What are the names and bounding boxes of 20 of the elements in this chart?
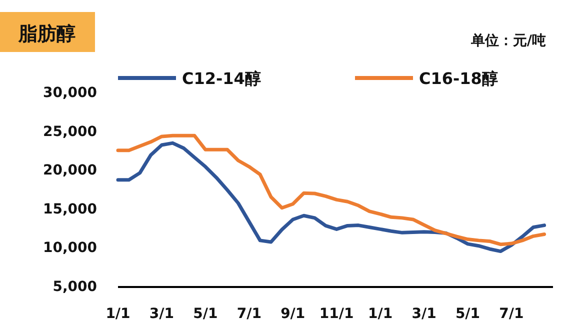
x-tick-label: 7/1 — [236, 306, 262, 322]
legend-label: C12-14醇 — [182, 69, 261, 88]
chart-title: 脂肪醇 — [18, 23, 76, 45]
x-tick-label: 1/1 — [106, 306, 130, 322]
x-tick-label: 3/1 — [149, 306, 174, 322]
y-tick-label: 10,000 — [42, 240, 98, 256]
x-tick-label: 5/1 — [455, 306, 480, 322]
legend-label: C16-18醇 — [419, 69, 498, 88]
text: 单位：元/吨 — [470, 33, 546, 49]
y-tick-label: 30,000 — [42, 85, 98, 101]
y-tick-label: 25,000 — [42, 124, 98, 140]
y-tick-label: 5,000 — [52, 279, 98, 295]
x-tick-label: 1/1 — [368, 306, 393, 322]
y-tick-label: 15,000 — [42, 201, 98, 218]
x-tick-label: 3/1 — [412, 306, 436, 322]
y-tick-label: 20,000 — [42, 162, 98, 179]
x-tick-label: 9/1 — [280, 306, 306, 322]
x-tick-label: 11/1 — [319, 306, 354, 322]
x-tick-label: 5/1 — [193, 306, 218, 322]
x-tick-label: 7/1 — [499, 306, 524, 322]
